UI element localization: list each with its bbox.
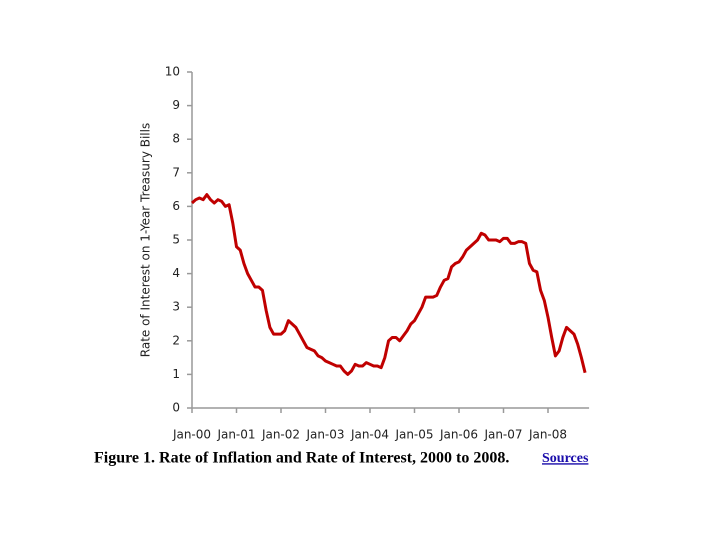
caption: Figure 1. Rate of Inflation and Rate of … xyxy=(94,450,509,467)
x-tick-label: Jan-05 xyxy=(394,428,433,442)
x-tick-label: Jan-07 xyxy=(483,428,522,442)
y-tick-label: 2 xyxy=(172,333,180,347)
x-tick-label: Jan-08 xyxy=(528,428,567,442)
y-tick-label: 4 xyxy=(172,266,180,280)
y-tick-label: 10 xyxy=(165,65,180,79)
x-tick-label: Jan-04 xyxy=(350,428,389,442)
y-tick-label: 6 xyxy=(172,199,180,213)
y-tick-label: 3 xyxy=(172,300,180,314)
x-tick-label: Jan-03 xyxy=(305,428,344,442)
y-tick-label: 1 xyxy=(172,367,180,381)
y-tick-label: 5 xyxy=(172,233,180,247)
sources-link[interactable]: Sources xyxy=(542,451,589,466)
y-tick-label: 7 xyxy=(172,165,180,179)
y-tick-label: 0 xyxy=(172,401,180,415)
x-tick-label: Jan-00 xyxy=(172,428,211,442)
y-tick-label: 8 xyxy=(172,132,180,146)
y-axis-label: Rate of Interest on 1-Year Treasury Bill… xyxy=(139,123,153,357)
x-tick-label: Jan-06 xyxy=(439,428,478,442)
line-series xyxy=(190,193,587,376)
x-tick-label: Jan-02 xyxy=(261,428,300,442)
x-tick-label: Jan-01 xyxy=(216,428,255,442)
y-tick-label: 9 xyxy=(172,98,180,112)
